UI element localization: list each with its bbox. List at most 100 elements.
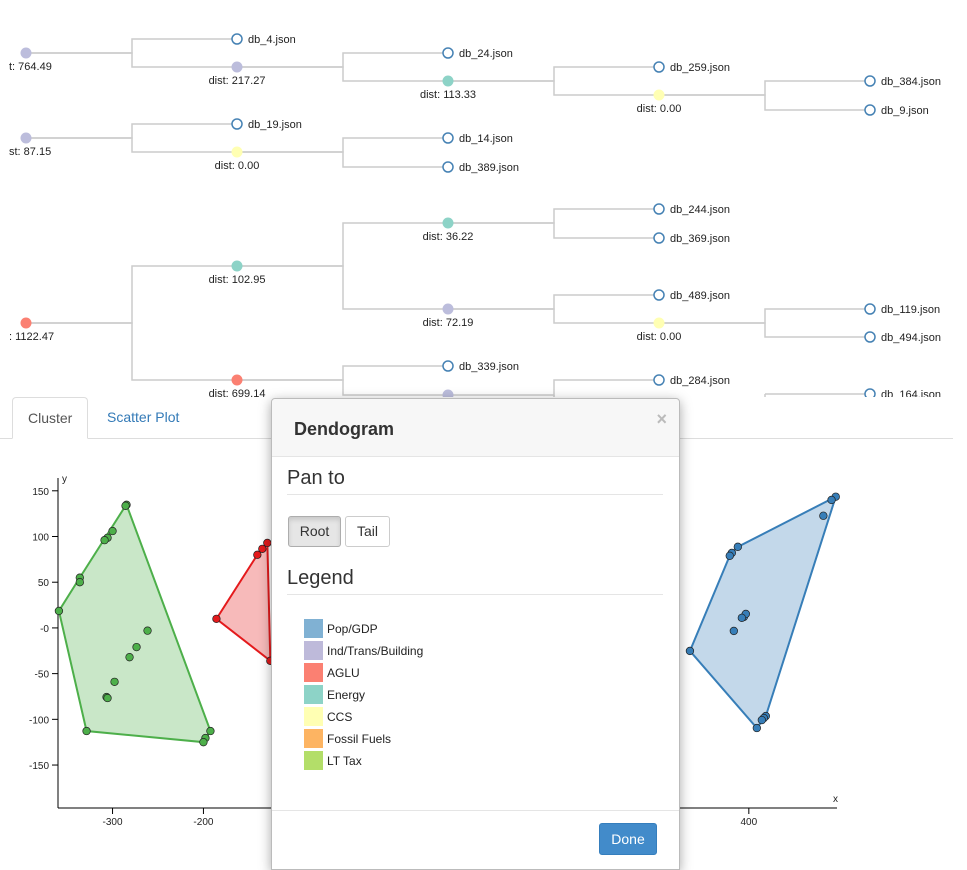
point bbox=[125, 653, 134, 662]
legend-label: LT Tax bbox=[327, 754, 362, 768]
edge bbox=[448, 379, 659, 396]
leaf-label: db_14.json bbox=[459, 133, 513, 145]
done-button[interactable]: Done bbox=[599, 823, 657, 855]
point bbox=[103, 693, 112, 703]
modal-title: Dendogram bbox=[294, 419, 395, 439]
point bbox=[206, 726, 215, 736]
node bbox=[231, 146, 243, 158]
cluster-hull bbox=[215, 540, 272, 663]
leaf-node bbox=[442, 360, 454, 372]
node bbox=[20, 132, 32, 144]
point bbox=[82, 726, 91, 736]
button[interactable]: Root bbox=[288, 516, 341, 547]
section-heading: Pan to bbox=[287, 467, 663, 495]
node bbox=[442, 217, 454, 229]
x-axis-label: x bbox=[833, 794, 838, 805]
edge bbox=[26, 137, 237, 153]
leaf-node bbox=[653, 61, 665, 73]
node-label: dist: 36.22 bbox=[423, 231, 474, 243]
node bbox=[231, 61, 243, 73]
node bbox=[442, 389, 454, 397]
leaf-node bbox=[653, 374, 665, 386]
leaf-label: db_339.json bbox=[459, 361, 519, 373]
edge bbox=[448, 294, 659, 310]
point bbox=[253, 550, 262, 559]
leaf-label: db_494.json bbox=[881, 332, 941, 344]
point bbox=[819, 511, 828, 520]
leaf-node bbox=[864, 75, 876, 87]
point bbox=[121, 501, 130, 510]
point bbox=[54, 606, 64, 616]
legend-label: Ind/Trans/Building bbox=[327, 644, 424, 658]
point bbox=[733, 542, 742, 551]
point bbox=[737, 613, 746, 623]
node bbox=[653, 317, 665, 329]
point bbox=[75, 578, 84, 587]
legend-label: Energy bbox=[327, 688, 366, 702]
button[interactable]: Tail bbox=[345, 516, 390, 547]
point bbox=[100, 536, 109, 545]
legend-swatch bbox=[304, 751, 323, 770]
edge bbox=[237, 66, 448, 82]
leaf-node bbox=[231, 33, 243, 45]
legend-swatch bbox=[304, 641, 323, 660]
point bbox=[725, 551, 734, 560]
node-label: dist: 217.27 bbox=[209, 75, 266, 87]
leaf-node bbox=[864, 388, 876, 397]
edge bbox=[237, 137, 448, 153]
section-heading: Legend bbox=[287, 567, 663, 595]
edge bbox=[237, 365, 448, 381]
leaf-node bbox=[442, 47, 454, 59]
node-label: st: 87.15 bbox=[9, 146, 51, 158]
leaf-node bbox=[864, 104, 876, 116]
point bbox=[212, 614, 221, 624]
point bbox=[143, 626, 152, 635]
point bbox=[132, 642, 141, 652]
edge bbox=[659, 322, 870, 338]
cluster-hull bbox=[688, 494, 838, 730]
leaf-label: db_244.json bbox=[670, 204, 730, 216]
leaf-label: db_9.json bbox=[881, 105, 929, 117]
edge bbox=[448, 66, 659, 82]
legend-swatch bbox=[304, 663, 323, 682]
edge bbox=[237, 222, 448, 267]
modal-header: Dendogram × bbox=[272, 399, 679, 457]
modal: Dendogram × Pan to Root Tail Legend Pop/… bbox=[271, 398, 680, 870]
legend-swatch bbox=[304, 619, 323, 638]
close-button[interactable]: × bbox=[656, 409, 667, 429]
leaf-node bbox=[442, 161, 454, 173]
node-label: dist: 0.00 bbox=[637, 331, 682, 343]
node-label: dist: 72.19 bbox=[423, 317, 474, 329]
point bbox=[729, 626, 738, 636]
x-tick-label: -200 bbox=[193, 817, 213, 828]
leaf-node bbox=[653, 289, 665, 301]
edge bbox=[26, 38, 237, 54]
edge bbox=[448, 208, 659, 224]
leaf-label: db_119.json bbox=[881, 304, 940, 316]
edge bbox=[448, 308, 659, 324]
scatter-plot: y x -150 -100 -50 -0 50 100 150 -300 -200 400 bbox=[29, 474, 840, 828]
tab[interactable]: Scatter Plot bbox=[107, 409, 180, 425]
node bbox=[231, 260, 243, 272]
leaf-label: db_384.json bbox=[881, 76, 941, 88]
edge bbox=[26, 123, 237, 139]
y-tick-label: 100 bbox=[32, 533, 49, 544]
leaf-node bbox=[653, 232, 665, 244]
node-label: dist: 113.33 bbox=[420, 89, 476, 101]
point bbox=[258, 544, 267, 553]
tab[interactable]: Cluster bbox=[12, 397, 89, 439]
edge bbox=[237, 151, 448, 168]
node-label: : 1122.47 bbox=[9, 331, 54, 343]
point bbox=[263, 538, 272, 548]
point bbox=[685, 646, 695, 656]
edge bbox=[26, 322, 237, 381]
legend-swatch bbox=[304, 707, 323, 726]
cluster-hull bbox=[57, 502, 212, 744]
modal-footer: Done bbox=[272, 810, 679, 869]
leaf-label: db_489.json bbox=[670, 290, 730, 302]
leaf-label: db_284.json bbox=[670, 375, 730, 387]
leaf-label: db_389.json bbox=[459, 162, 519, 174]
y-tick-label: -0 bbox=[40, 624, 49, 635]
node bbox=[653, 89, 665, 101]
node-label: t: 764.49 bbox=[9, 61, 52, 73]
